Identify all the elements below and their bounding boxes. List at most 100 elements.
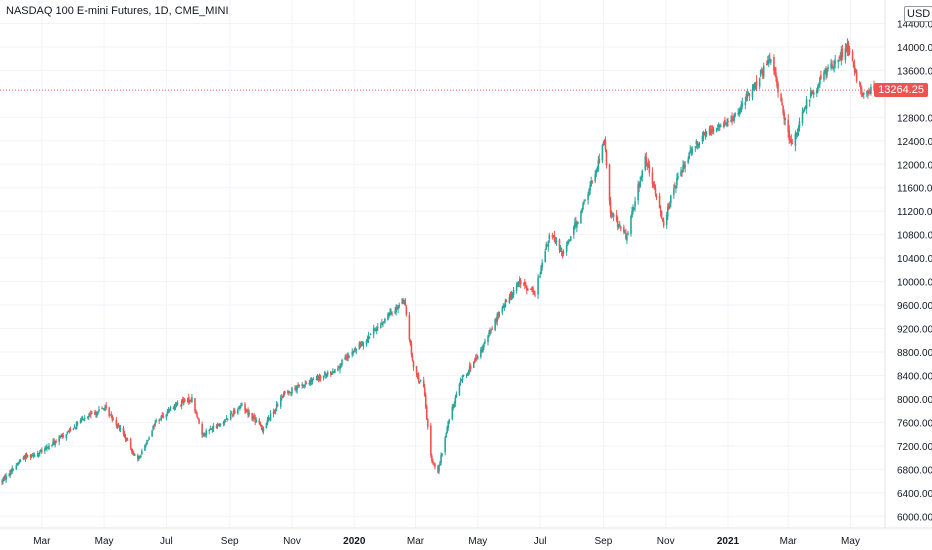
candle-body	[52, 441, 54, 445]
candle-body	[160, 416, 163, 419]
candle-body	[174, 404, 177, 407]
candle-body	[355, 348, 358, 351]
price-axis[interactable]: 6000.00 6400.00 6800.00 7200.00 7600.00 8000.…	[897, 19, 932, 523]
candle-body	[225, 417, 228, 420]
candle-body	[527, 288, 529, 290]
candle-body	[558, 239, 561, 251]
candle-body	[534, 294, 536, 296]
candle-body	[861, 93, 864, 96]
candle-body	[404, 299, 407, 306]
candle-body	[296, 385, 298, 391]
candle-body	[358, 343, 361, 350]
candle-body	[5, 475, 7, 481]
candle-body	[447, 421, 450, 429]
candle-body	[812, 92, 815, 95]
candle-body	[746, 94, 749, 98]
candle-body	[465, 374, 468, 376]
candle-body	[860, 88, 863, 96]
candle-body	[481, 350, 483, 352]
candle-body	[720, 125, 722, 127]
candle-body	[573, 227, 575, 235]
candle-body	[526, 286, 528, 291]
candle-body	[512, 289, 515, 296]
candle-body	[794, 133, 797, 146]
candle-body	[245, 410, 247, 412]
candle-body	[615, 214, 618, 221]
candle-body	[97, 411, 99, 414]
candle-body	[201, 424, 203, 435]
candle-body	[590, 181, 592, 187]
candle-body	[817, 86, 819, 92]
candle-body	[531, 287, 533, 290]
candle-body	[670, 195, 672, 204]
candle-body	[3, 476, 5, 481]
candle-body	[162, 415, 165, 418]
time-axis[interactable]: Mar May Jul Sep Nov 2020 Mar May Jul Sep Nov 2021 Ma…	[33, 536, 860, 547]
candle-body	[122, 427, 125, 434]
candle-body	[434, 463, 436, 468]
candle-body	[509, 294, 512, 297]
candle-body	[505, 301, 508, 303]
candle-body	[712, 130, 715, 132]
candle-body	[204, 434, 206, 436]
candle-body	[740, 104, 743, 113]
symbol-title[interactable]: NASDAQ 100 E-mini Futures, 1D, CME_MINI	[6, 5, 229, 17]
candle-body	[326, 372, 329, 375]
candle-body	[834, 60, 836, 64]
candle-body	[29, 454, 32, 458]
candle-body	[647, 163, 650, 166]
candle-body	[340, 365, 342, 367]
candle-body	[855, 70, 858, 81]
price-tick-label: 10400.00	[897, 254, 932, 265]
candle-body	[401, 298, 404, 304]
candle-body	[655, 195, 658, 198]
candle-body	[840, 49, 843, 60]
candle-body	[373, 329, 376, 331]
candle-body	[488, 332, 490, 335]
currency-label[interactable]: USD	[904, 6, 932, 22]
candle-body	[322, 375, 325, 379]
candle-body	[816, 89, 818, 94]
candle-body	[777, 83, 779, 93]
candle-body	[73, 426, 76, 429]
candle-body	[677, 176, 679, 178]
candle-body	[291, 387, 293, 394]
candle-body	[518, 279, 521, 284]
candle-body	[584, 200, 586, 202]
candle-body	[632, 206, 634, 212]
candle-body	[675, 185, 677, 189]
candle-body	[31, 455, 34, 457]
candle-body	[565, 245, 568, 252]
candle-body	[577, 221, 579, 224]
candle-body	[681, 171, 683, 173]
candle-body	[240, 405, 242, 407]
candle-body	[289, 392, 291, 394]
candle-body	[188, 397, 190, 403]
candle-body	[495, 320, 498, 322]
candle-body	[837, 59, 840, 63]
candle-body	[334, 369, 336, 374]
candle-body	[445, 433, 447, 438]
candle-body	[72, 428, 75, 430]
price-tick-label: 9600.00	[897, 301, 932, 312]
candle-body	[638, 185, 640, 187]
candle-body	[224, 420, 227, 422]
candle-body	[268, 417, 271, 420]
candle-body	[730, 119, 732, 122]
candle-body	[161, 414, 164, 416]
candle-body	[294, 388, 296, 390]
candle-body	[345, 357, 347, 359]
candle-body	[239, 406, 241, 409]
candle-body	[272, 411, 275, 415]
candle-body	[90, 413, 92, 416]
candle-body	[784, 117, 786, 120]
candle-body	[819, 77, 821, 85]
candle-body	[205, 430, 208, 436]
candle-body	[190, 400, 192, 402]
candle-body	[75, 422, 78, 430]
candle-body	[523, 282, 526, 286]
candle-body	[288, 390, 290, 393]
candle-body	[515, 285, 518, 292]
candle-body	[53, 440, 55, 445]
